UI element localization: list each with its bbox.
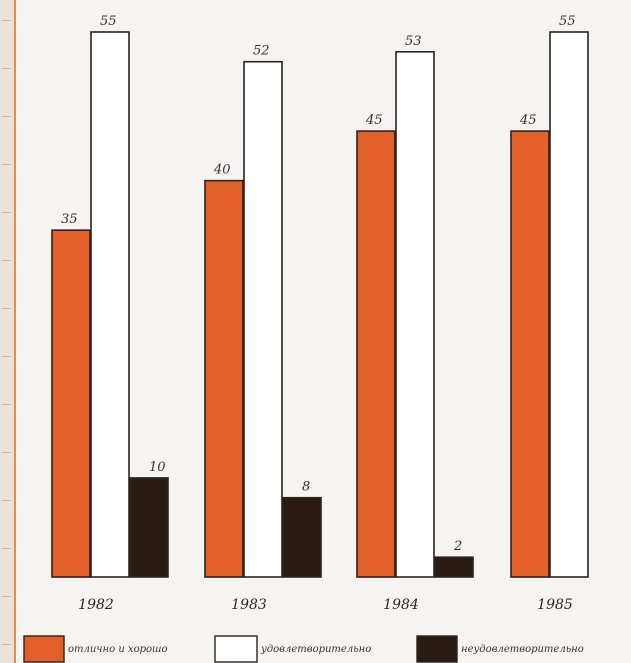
bar-1982-series-0 [51,229,91,578]
value-label-1983-series-2: 8 [302,480,310,495]
bar-1985-series-0 [510,130,550,578]
strip-dash [2,308,11,309]
bar-1982-series-1 [90,31,130,578]
value-label-1984-series-1: 53 [405,34,422,49]
legend-label-2: неудовлетворительно [461,644,584,655]
legend: отлично и хорошо удовлетворительно неудовл… [23,635,584,663]
value-label-1985-series-0: 45 [519,113,537,128]
category-label-1984: 1984 [383,597,419,613]
bar-1983-series-2 [282,496,322,578]
strip-dash [2,404,11,405]
value-label-1982-series-2: 10 [149,460,166,475]
strip-dash [2,260,11,261]
strip-dash [2,356,11,357]
strip-dash [2,596,11,597]
legend-swatch-0 [23,635,65,663]
strip-dash [2,452,11,453]
legend-label-1: удовлетворительно [260,644,371,655]
strip-dash [2,212,11,213]
bars-group [51,31,589,578]
value-label-1983-series-0: 40 [213,163,231,178]
bar-1983-series-1 [243,60,283,578]
value-label-1985-series-1: 55 [559,14,576,29]
value-label-1983-series-1: 52 [253,44,270,59]
legend-swatch-1 [214,635,258,663]
strip-dash [2,644,11,645]
value-label-1982-series-1: 55 [100,14,117,29]
legend-swatch-2 [416,635,458,663]
bar-1983-series-0 [204,179,244,578]
strip-dash [2,116,11,117]
legend-label-0: отлично и хорошо [68,644,168,655]
strip-dash [2,20,11,21]
category-label-1983: 1983 [231,597,267,613]
left-margin-strip [0,0,16,663]
bar-1982-series-2 [129,477,169,578]
value-label-1982-series-0: 35 [61,212,78,227]
value-label-1984-series-0: 45 [365,113,383,128]
strip-dash [2,548,11,549]
category-label-1985: 1985 [537,597,573,613]
category-labels-group: 1982 1983 1984 1985 [78,597,573,613]
value-labels-group: 35 55 10 40 52 8 45 53 2 45 55 [61,14,576,554]
strip-dash [2,68,11,69]
bar-1985-series-1 [549,31,589,578]
bar-1984-series-0 [356,130,396,578]
bar-1984-series-1 [395,51,435,578]
category-label-1982: 1982 [78,597,114,613]
strip-dash [2,164,11,165]
strip-dash [2,500,11,501]
bar-1984-series-2 [434,556,474,578]
value-label-1984-series-2: 2 [453,539,462,554]
